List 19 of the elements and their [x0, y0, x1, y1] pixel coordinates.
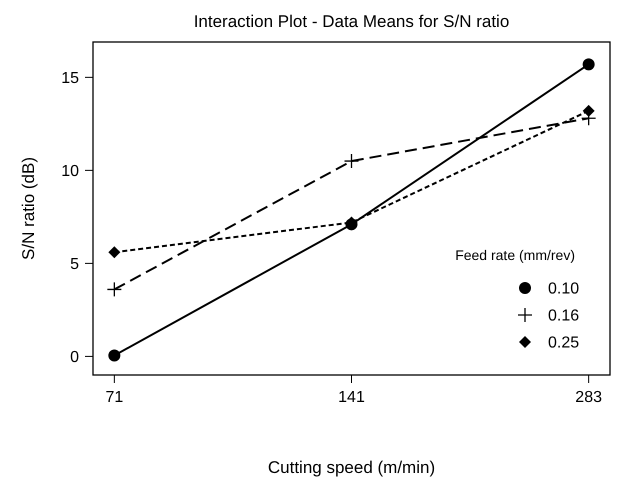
legend-label: 0.10	[548, 280, 580, 298]
y-tick-label: 5	[70, 256, 80, 273]
x-tick-label: 141	[338, 389, 365, 406]
point	[108, 349, 120, 362]
x-tick-label: 283	[575, 389, 602, 406]
point	[106, 282, 122, 298]
point	[344, 153, 360, 169]
point	[108, 246, 120, 258]
legend-label: 0.16	[548, 308, 580, 325]
legend-label: 0.25	[548, 334, 580, 352]
x-tick-label: 71	[105, 389, 124, 406]
x-axis-title: Cutting speed (m/min)	[268, 458, 436, 477]
legend-title: Feed rate (mm/rev)	[455, 247, 575, 263]
y-axis-title: S/N ratio (dB)	[19, 157, 38, 260]
y-tick-label: 15	[61, 70, 80, 87]
point	[582, 58, 595, 70]
chart-title: Interaction Plot - Data Means for S/N ratio	[194, 12, 510, 31]
y-tick-label: 0	[70, 348, 80, 366]
y-tick-label: 10	[61, 162, 80, 180]
